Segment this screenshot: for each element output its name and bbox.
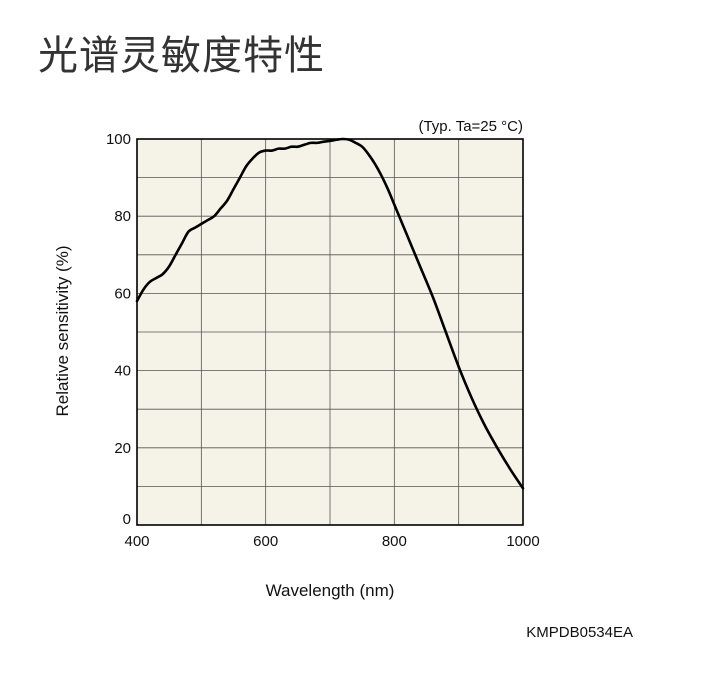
y-tick-label: 0 xyxy=(123,511,131,528)
catalog-code: KMPDB0534EA xyxy=(526,624,633,641)
y-tick-label: 100 xyxy=(106,131,131,148)
plot-frame xyxy=(136,138,524,526)
y-tick-label: 40 xyxy=(114,363,131,380)
y-tick-label: 60 xyxy=(114,285,131,302)
x-tick-label: 400 xyxy=(124,533,149,550)
x-tick-label: 800 xyxy=(382,533,407,550)
x-tick-label: 1000 xyxy=(506,533,539,550)
page-title: 光谱灵敏度特性 xyxy=(38,33,325,79)
x-axis-ticks: 400 600 800 1000 xyxy=(124,533,539,550)
grid-lines xyxy=(137,139,523,525)
y-axis-ticks: 0 20 40 60 80 100 xyxy=(106,131,131,528)
measurement-condition: (Typ. Ta=25 °C) xyxy=(418,118,523,135)
y-axis-label: Relative sensitivity (%) xyxy=(53,246,72,417)
y-tick-label: 80 xyxy=(114,208,131,225)
sensitivity-curve xyxy=(135,137,525,490)
y-tick-label: 20 xyxy=(114,440,131,457)
x-tick-label: 600 xyxy=(253,533,278,550)
x-axis-label: Wavelength (nm) xyxy=(266,581,395,600)
